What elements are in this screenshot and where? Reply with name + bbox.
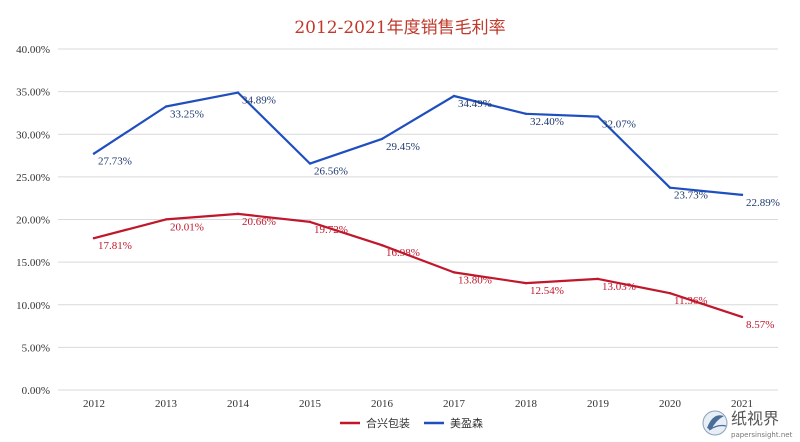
x-tick-label: 2013 — [155, 398, 178, 410]
data-point — [740, 315, 744, 319]
watermark: 纸视界 papersinsight.net — [702, 409, 793, 439]
legend-item: 美盈森 — [450, 416, 483, 430]
data-point — [92, 152, 96, 155]
data-point — [236, 212, 240, 216]
x-tick-label: 2018 — [515, 398, 538, 410]
y-tick-label: 35.00% — [16, 87, 50, 99]
watermark-text: 纸视界 — [731, 409, 779, 428]
data-point — [236, 91, 240, 94]
data-point — [92, 236, 96, 240]
x-tick-label: 2015 — [299, 398, 322, 410]
x-tick-label: 2021 — [731, 398, 753, 410]
data-point — [164, 105, 168, 108]
paper-logo-icon — [702, 410, 728, 436]
data-label: 16.98% — [386, 247, 420, 259]
x-tick-label: 2012 — [83, 398, 105, 410]
y-tick-label: 20.00% — [16, 215, 50, 227]
data-label: 23.73% — [674, 190, 708, 202]
y-tick-label: 30.00% — [16, 129, 50, 141]
x-tick-label: 2019 — [587, 398, 610, 410]
data-point — [164, 218, 168, 221]
y-tick-label: 0.00% — [22, 385, 50, 397]
data-label: 8.57% — [746, 319, 774, 331]
data-label: 13.80% — [458, 274, 492, 286]
data-label: 22.89% — [746, 197, 780, 209]
series-layer: 17.81% 20.01% 20.66% 19.72% 16.98% 13.80% 12.5… — [92, 91, 780, 331]
data-label: 34.49% — [458, 98, 492, 110]
data-point — [524, 281, 528, 285]
chart-title: 2012-2021年度销售毛利率 — [294, 18, 505, 38]
data-point — [596, 115, 600, 118]
data-point — [668, 291, 672, 295]
data-label: 13.03% — [602, 281, 636, 293]
y-tick-label: 10.00% — [16, 300, 50, 312]
data-label: 17.81% — [98, 240, 132, 252]
data-label: 34.89% — [242, 95, 276, 107]
data-point — [380, 244, 384, 247]
data-label: 20.66% — [242, 216, 276, 228]
data-point — [308, 162, 312, 165]
data-point — [524, 112, 528, 115]
series-line-0 — [92, 212, 744, 318]
x-tick-label: 2016 — [371, 398, 394, 410]
data-label: 12.54% — [530, 285, 564, 297]
x-tick-label: 2020 — [659, 398, 682, 410]
series-line-1 — [92, 91, 744, 196]
data-label: 11.36% — [674, 295, 708, 307]
data-label: 32.40% — [530, 116, 564, 128]
data-label: 29.45% — [386, 141, 420, 153]
data-point — [452, 94, 456, 98]
y-tick-label: 5.00% — [22, 342, 50, 354]
x-tick-label: 2017 — [443, 398, 466, 410]
y-tick-label: 40.00% — [16, 44, 50, 56]
legend-item: 合兴包装 — [366, 416, 410, 430]
y-tick-label: 15.00% — [16, 257, 50, 269]
data-point — [668, 186, 672, 189]
x-tick-label: 2014 — [227, 398, 250, 410]
watermark-url: papersinsight.net — [731, 431, 793, 439]
data-label: 20.01% — [170, 221, 204, 233]
y-tick-label: 25.00% — [16, 172, 50, 184]
data-label: 33.25% — [170, 109, 204, 121]
x-axis-ticks: 2012 2013 2014 2015 2016 2017 2018 2019 2020 2021 — [83, 398, 753, 410]
data-label: 19.72% — [314, 224, 348, 236]
y-axis-ticks: 0.00% 5.00% 10.00% 15.00% 20.00% 25.00% 30.00%… — [16, 44, 50, 397]
data-point — [452, 271, 456, 274]
legend: 合兴包装 美盈森 — [340, 416, 483, 430]
data-point — [740, 193, 744, 197]
data-point — [380, 137, 384, 141]
data-point — [308, 220, 312, 224]
data-point — [596, 277, 600, 281]
data-label: 26.56% — [314, 166, 348, 178]
data-label: 32.07% — [602, 119, 636, 131]
data-label: 27.73% — [98, 156, 132, 168]
